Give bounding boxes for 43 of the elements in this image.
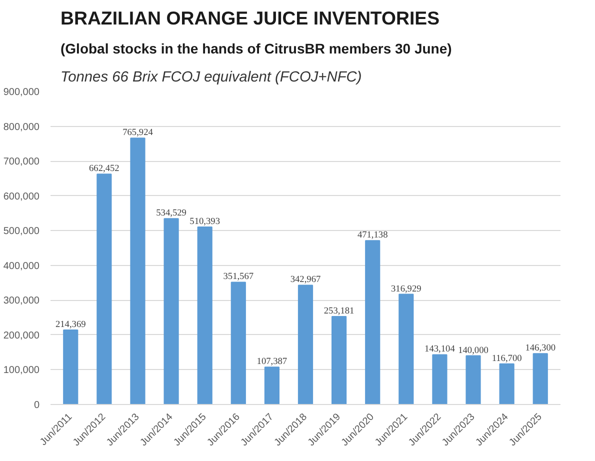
bar (298, 284, 314, 404)
bar (164, 218, 179, 404)
bar (63, 329, 78, 404)
y-tick-label: 100,000 (3, 365, 40, 376)
data-label: 534,529 (156, 208, 187, 219)
chart-title: BRAZILIAN ORANGE JUICE INVENTORIES (60, 8, 440, 28)
y-tick-label: 0 (34, 400, 40, 411)
data-label: 214,369 (55, 320, 86, 330)
y-tick-label: 600,000 (3, 191, 40, 202)
data-label: 316,929 (391, 284, 422, 294)
data-label: 253,181 (324, 306, 355, 316)
data-label: 662,452 (89, 164, 120, 174)
bar (466, 355, 481, 404)
bar (398, 294, 414, 404)
y-tick-label: 300,000 (3, 296, 40, 307)
bar (432, 354, 448, 404)
data-label: 351,567 (223, 272, 254, 282)
data-label: 765,924 (122, 128, 154, 138)
bar (230, 282, 246, 404)
y-tick-label: 800,000 (3, 122, 40, 133)
data-label: 471,138 (357, 230, 388, 241)
data-label: 510,393 (190, 216, 220, 227)
bar (365, 240, 380, 404)
bar (96, 174, 112, 404)
data-label: 140,000 (458, 346, 489, 356)
data-label: 107,387 (256, 357, 288, 368)
data-label: 143,104 (424, 344, 456, 355)
data-label: 342,967 (290, 275, 321, 286)
data-label: 116,700 (492, 354, 522, 364)
y-tick-label: 200,000 (3, 330, 40, 342)
y-tick-label: 900,000 (3, 87, 40, 98)
bar (130, 138, 146, 404)
y-tick-label: 500,000 (3, 226, 40, 238)
bar (532, 353, 548, 404)
y-tick-label: 700,000 (3, 156, 40, 168)
bar (332, 316, 347, 404)
bar (197, 226, 212, 404)
bar (499, 363, 514, 404)
text: Tonnes 66 Brix FCOJ equivalent (FCOJ+NFC) (60, 70, 362, 86)
y-tick-label: 400,000 (3, 260, 40, 272)
bar (264, 366, 280, 404)
data-label: 146,300 (525, 344, 556, 354)
chart-subtitle: (Global stocks in the hands of CitrusBR members 30 June) (60, 40, 452, 56)
